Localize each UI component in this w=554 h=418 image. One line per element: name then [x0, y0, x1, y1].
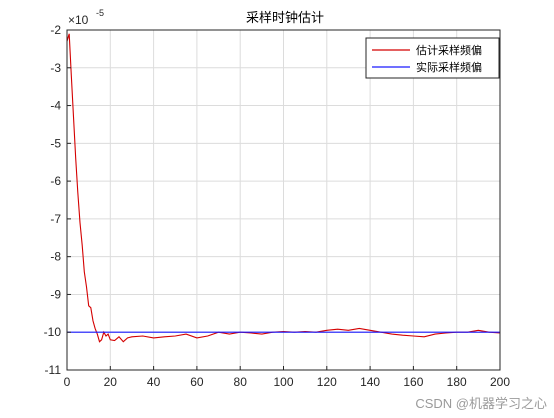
legend-label-actual: 实际采样频偏 [416, 60, 482, 74]
x-tick-label: 140 [360, 375, 380, 389]
y-exponent-label: ×10 -5 [68, 8, 104, 27]
x-tick-label: 0 [64, 375, 71, 389]
y-tick-label: -11 [45, 363, 62, 377]
x-tick-label: 160 [403, 375, 423, 389]
watermark: CSDN @机器学习之心 [415, 396, 547, 411]
x-tick-label: 200 [490, 375, 510, 389]
x-tick-label: 100 [273, 375, 293, 389]
y-tick-label: -8 [50, 250, 61, 264]
y-tick-label: -10 [44, 325, 62, 339]
y-tick-label: -3 [50, 61, 61, 75]
x-tick-label: 120 [317, 375, 337, 389]
y-tick-label: -5 [50, 136, 61, 150]
legend-label-estimated: 估计采样频偏 [416, 43, 482, 57]
legend-box [365, 37, 500, 79]
x-tick-label: 80 [234, 375, 248, 389]
y-tick-label: -9 [50, 287, 61, 301]
y-exponent-power: -5 [96, 8, 104, 18]
y-tick-label: -7 [50, 212, 61, 226]
chart-title: 采样时钟估计 [246, 10, 324, 26]
series-line-estimated [66, 33, 501, 343]
grid-layer [66, 29, 501, 371]
y-tick-label: -4 [50, 99, 61, 113]
y-exponent-base: ×10 [68, 13, 89, 27]
legend: 估计采样频偏 实际采样频偏 [365, 37, 500, 79]
x-tick-label: 60 [190, 375, 204, 389]
y-tick-label: -6 [50, 174, 61, 188]
series-layer [66, 33, 501, 343]
tick-layer: 0 20 40 60 80 100 120 140 160 180 200 -2 -3 -4 -5 -6 -7 -… [44, 23, 511, 389]
x-tick-label: 20 [104, 375, 118, 389]
x-tick-label: 40 [147, 375, 161, 389]
x-tick-label: 180 [447, 375, 467, 389]
y-tick-label: -2 [50, 23, 61, 37]
